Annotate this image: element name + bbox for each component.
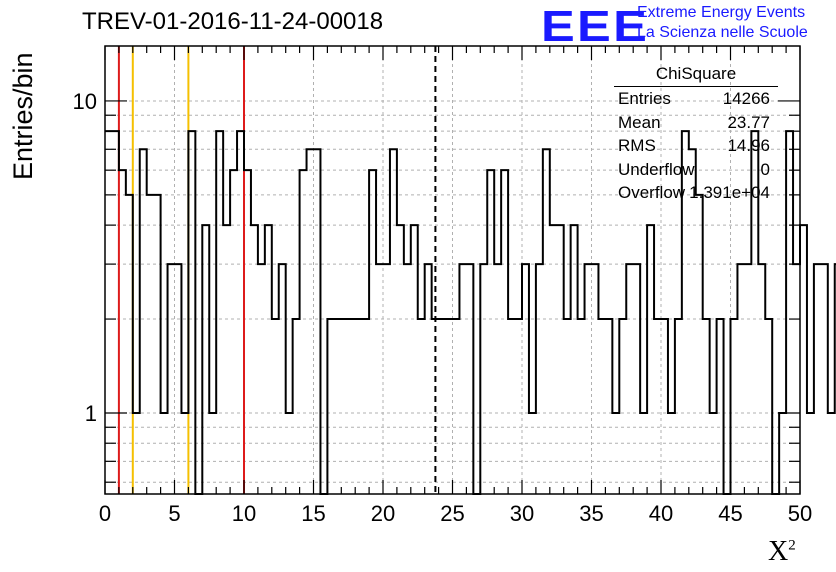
x-tick-label: 10 [232,501,256,526]
stats-row-underflow: Underflow 0 [610,158,778,182]
tick-labels: 0 5 10 15 20 25 30 35 40 45 50 1 10 [73,89,813,526]
stats-key: Entries [618,89,671,108]
x-tick-label: 50 [788,501,812,526]
stats-row-entries: Entries 14266 [610,87,778,111]
x-tick-label: 15 [301,501,325,526]
x-tick-label: 0 [99,501,111,526]
stats-value: 23.77 [727,112,770,132]
histogram-outline [105,130,836,495]
histogram-bars [105,130,836,495]
stats-key: Mean [618,112,661,132]
logo-line-2: La Scienza nelle Scuole [637,24,808,41]
x-tick-label: 35 [579,501,603,526]
x-tick-label: 20 [371,501,395,526]
stats-key: Overflow [618,183,686,202]
stats-value: 14266 [722,89,770,108]
logo-line-1: Extreme Energy Events [637,4,806,21]
x-tick-label: 25 [440,501,464,526]
x-tick-label: 40 [649,501,673,526]
axis-ticks [104,46,801,494]
x-tick-label: 5 [168,501,180,526]
x-axis-label-base: X [768,536,789,567]
y-tick-label: 10 [73,89,97,114]
stats-row-overflow: Overflow 1.391e+04 [610,181,778,205]
stats-row-rms: RMS 14.96 [610,134,778,158]
x-tick-label: 30 [510,501,534,526]
chart-title: TREV-01-2016-11-24-00018 [82,8,384,35]
x-tick-label: 45 [718,501,742,526]
stats-title: ChiSquare [614,64,778,87]
stats-box: ChiSquare Entries 14266 Mean 23.77 RMS 1… [610,64,778,205]
stats-value: 0 [760,159,770,179]
x-axis-label: X2 [768,536,796,568]
stats-value: 1.391e+04 [689,183,770,202]
stats-row-mean: Mean 23.77 [610,111,778,135]
stats-value: 14.96 [727,136,770,155]
y-tick-label: 1 [85,401,97,426]
x-axis-label-sup: 2 [788,537,796,554]
y-axis-label: Entries/bin [8,52,38,180]
stats-key: RMS [618,136,656,155]
eee-logo: EEE [541,2,650,51]
stats-key: Underflow [618,159,695,179]
